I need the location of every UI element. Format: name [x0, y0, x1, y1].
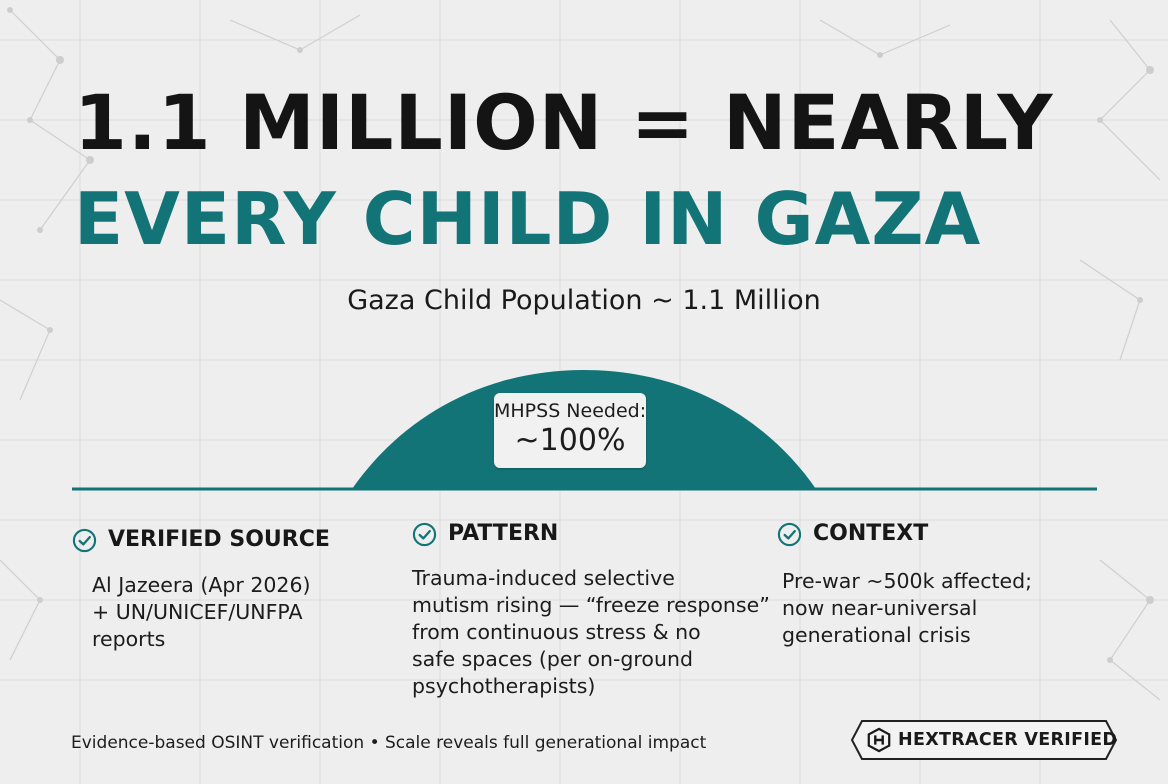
body-line: + UN/UNICEF/UNFPA [92, 600, 303, 624]
body-line: reports [92, 627, 166, 651]
column-body: Al Jazeera (Apr 2026) + UN/UNICEF/UNFPA … [92, 572, 310, 653]
mhpss-needed-label: MHPSS Needed: [494, 400, 647, 422]
body-line: mutism rising — “freeze response” [412, 593, 770, 617]
column-pattern: PATTERN Trauma-induced selective mutism … [412, 521, 772, 702]
mhpss-needed-value: ~100% [514, 423, 626, 458]
footer-text: Evidence-based OSINT verification • Scal… [71, 733, 707, 753]
body-line: safe spaces (per on-ground [412, 647, 693, 671]
headline-line-2: EVERY CHILD IN GAZA [74, 177, 982, 261]
column-title: CONTEXT [813, 521, 929, 546]
column-body: Trauma-induced selective mutism rising —… [412, 565, 770, 700]
body-line: psychotherapists) [412, 674, 596, 698]
body-line: Pre-war ~500k affected; [782, 569, 1033, 593]
column-title: PATTERN [448, 521, 559, 546]
badge-label: HEXTRACER VERIFIED [898, 730, 1118, 750]
hexagon-h-icon [867, 727, 891, 753]
column-title: VERIFIED SOURCE [108, 527, 330, 552]
badge-outline [850, 720, 1118, 760]
body-line: generational crisis [782, 623, 971, 647]
column-verified-source: VERIFIED SOURCE Al Jazeera (Apr 2026) + … [72, 527, 382, 668]
check-circle-icon [777, 522, 802, 547]
check-circle-icon [412, 522, 437, 547]
body-line: Trauma-induced selective [412, 566, 675, 590]
hextracer-verified-badge: HEXTRACER VERIFIED [850, 719, 1118, 761]
column-body: Pre-war ~500k affected; now near-univers… [782, 568, 1032, 649]
headline-line-1: 1.1 MILLION = NEARLY [74, 78, 1054, 167]
body-line: Al Jazeera (Apr 2026) [92, 573, 311, 597]
body-line: now near-universal [782, 596, 978, 620]
mhpss-needed-box: MHPSS Needed: ~100% [494, 393, 646, 468]
subtitle: Gaza Child Population ~ 1.1 Million [347, 285, 821, 316]
column-context: CONTEXT Pre-war ~500k affected; now near… [777, 521, 1077, 662]
check-circle-icon [72, 528, 97, 553]
body-line: from continuous stress & no [412, 620, 701, 644]
